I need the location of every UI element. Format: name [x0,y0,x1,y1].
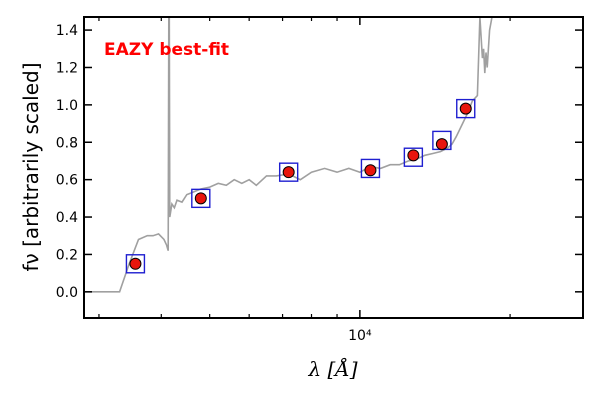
observed-point [364,164,377,177]
y-tick-label: 0.4 [56,210,78,226]
observed-point [435,138,448,151]
model-photometry-square [360,158,381,179]
plot-background [84,17,583,318]
chart-annotation: EAZY best-fit [104,40,229,60]
model-photometry-square [456,98,476,119]
plot-frame [83,16,584,319]
x-axis-label: λ [Å] [307,356,357,381]
model-photometry-square [403,147,424,167]
ticks-layer: 0.0 0.2 0.4 0.6 0.8 1.0 1.2 1.4 10⁴ [56,17,583,344]
observed-points-layer [129,102,472,270]
y-tick-label: 1.4 [56,23,78,39]
model-photometry-square [191,188,211,209]
template-sed-line [84,17,494,293]
observed-point [129,257,142,270]
template-sed-layer [84,17,494,293]
y-tick-label: 0.8 [56,135,78,151]
model-photometry-square [125,254,146,274]
y-tick-label: 0.6 [56,173,78,189]
y-tick-label: 0.0 [56,285,78,301]
observed-point [407,149,420,162]
model-photometry-square [278,162,299,182]
y-tick-label: 1.2 [56,60,78,76]
observed-point [459,102,472,115]
y-tick-label: 1.0 [56,98,78,114]
observed-point [282,166,295,179]
y-axis-label: fν [arbitrarily scaled] [19,63,43,272]
y-tick-label: 0.2 [56,247,78,263]
observed-point [194,192,207,205]
x-tick-label: 10⁴ [348,328,372,344]
